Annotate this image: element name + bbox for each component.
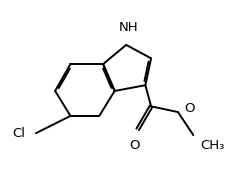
Text: NH: NH [119, 21, 138, 34]
Text: O: O [129, 139, 140, 152]
Text: CH₃: CH₃ [200, 139, 224, 152]
Text: O: O [184, 102, 194, 115]
Text: Cl: Cl [12, 127, 25, 140]
